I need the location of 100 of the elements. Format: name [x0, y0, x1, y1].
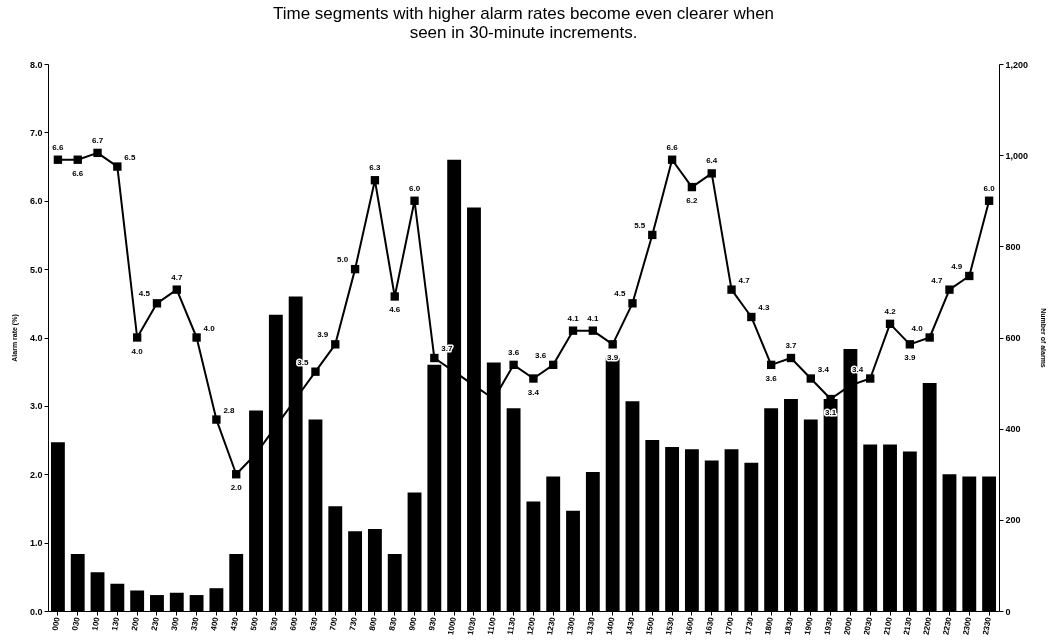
data-label: 3.6: [765, 373, 778, 383]
y2-tick-label: 800: [1005, 241, 1021, 252]
x-tick-label: 400: [209, 616, 221, 632]
point: [766, 360, 776, 370]
point: [192, 333, 201, 342]
x-tick-label: 230: [149, 616, 161, 632]
data-label: 5.0: [336, 255, 349, 265]
data-label: 5.5: [634, 220, 646, 230]
point: [53, 155, 63, 164]
point: [984, 196, 994, 205]
data-label: 4.1: [587, 313, 599, 323]
point: [945, 285, 954, 294]
x-tick-label: 500: [248, 616, 261, 632]
data-label: 4.7: [931, 275, 944, 285]
x-tick-label: 630: [308, 616, 320, 632]
data-label: 3.9: [317, 330, 329, 340]
data-label: 6.6: [72, 168, 84, 178]
point: [885, 319, 895, 329]
data-label: 6.6: [666, 142, 679, 152]
data-label: 6.6: [52, 142, 65, 152]
chart-title: Time segments with higher alarm rates become even clearer when seen in 30-minute increments.: [272, 4, 775, 42]
data-label: 6.5: [124, 152, 137, 162]
point: [509, 360, 518, 370]
point: [311, 367, 320, 376]
data-label: 4.7: [171, 272, 183, 282]
x-tick-label: 1630: [703, 616, 716, 636]
y-tick-label: 0.0: [29, 606, 43, 617]
data-label: 6.4: [706, 156, 718, 166]
data-label: 2.8: [223, 405, 236, 415]
point: [568, 326, 578, 335]
y-tick-label: 8.0: [29, 59, 43, 70]
x-tick-label: 730: [347, 616, 360, 632]
point: [747, 312, 756, 322]
x-tick-label: 1700: [723, 616, 736, 636]
x-tick-label: 2000: [842, 616, 855, 636]
data-label: 3.1: [825, 408, 837, 418]
point: [410, 196, 419, 205]
x-tick-label: 1530: [664, 616, 677, 636]
data-label: 3.9: [607, 353, 619, 363]
point: [93, 148, 102, 158]
x-tick-label: 330: [189, 616, 201, 632]
y2-tick-label: 400: [1005, 424, 1021, 435]
y-tick-label: 5.0: [29, 264, 43, 275]
data-label: 4.1: [567, 313, 580, 323]
x-tick-label: 930: [427, 616, 439, 632]
data-label: 4.3: [758, 302, 771, 312]
x-tick-label: 2130: [901, 616, 914, 636]
x-tick-label: 1500: [644, 616, 657, 636]
x-tick-label: 830: [387, 616, 399, 632]
x-tick-label: 2230: [941, 616, 954, 636]
data-label: 4.0: [131, 346, 144, 356]
x-tick-label: 030: [70, 616, 82, 632]
point: [212, 415, 221, 424]
x-tick-label: 1130: [505, 616, 518, 636]
point: [786, 353, 796, 363]
x-tick-label: 800: [367, 616, 379, 632]
point: [549, 360, 558, 370]
data-label: 6.7: [91, 135, 104, 145]
x-tick-label: 1300: [565, 616, 578, 636]
point: [667, 155, 677, 164]
data-label: 4.7: [738, 275, 751, 285]
data-label: 6.0: [983, 183, 996, 193]
point: [628, 299, 637, 308]
data-label: 6.3: [369, 163, 382, 173]
x-tick-label: 1930: [822, 616, 835, 636]
x-tick-label: 1730: [743, 616, 756, 636]
data-label: 6.2: [686, 196, 699, 206]
point: [687, 182, 697, 192]
data-label: 4.2: [884, 306, 897, 316]
x-tick-label: 430: [228, 616, 241, 632]
point: [172, 285, 181, 294]
point: [113, 162, 122, 171]
x-tick-label: 1100: [485, 616, 498, 636]
point: [370, 176, 380, 185]
x-tick-label: 1900: [802, 616, 815, 636]
data-label: 3.6: [535, 350, 547, 360]
point: [707, 169, 716, 178]
x-tick-label: 900: [407, 616, 419, 632]
y-tick-label: 2.0: [29, 469, 43, 480]
data-label: 4.5: [138, 289, 151, 299]
x-tick-label: 1830: [782, 616, 795, 636]
x-tick-label: 1430: [624, 616, 637, 636]
data-label: 4.0: [203, 323, 216, 333]
y2-tick-label: 600: [1005, 333, 1021, 343]
x-tick-label: 2200: [921, 616, 934, 636]
point: [866, 374, 875, 383]
y2-tick-label: 1,200: [1005, 59, 1029, 70]
data-label: 4.9: [951, 261, 963, 271]
point: [73, 155, 82, 164]
point: [350, 264, 360, 274]
x-tick-label: 1400: [604, 616, 617, 636]
data-label: 6.0: [408, 183, 421, 193]
x-tick-label: 1330: [584, 616, 597, 636]
point: [331, 340, 340, 349]
data-label: 3.6: [508, 347, 520, 357]
point: [608, 340, 617, 349]
point: [905, 340, 915, 349]
point: [132, 333, 142, 342]
x-tick-label: 1030: [465, 616, 478, 636]
data-label: 3.9: [904, 353, 916, 363]
